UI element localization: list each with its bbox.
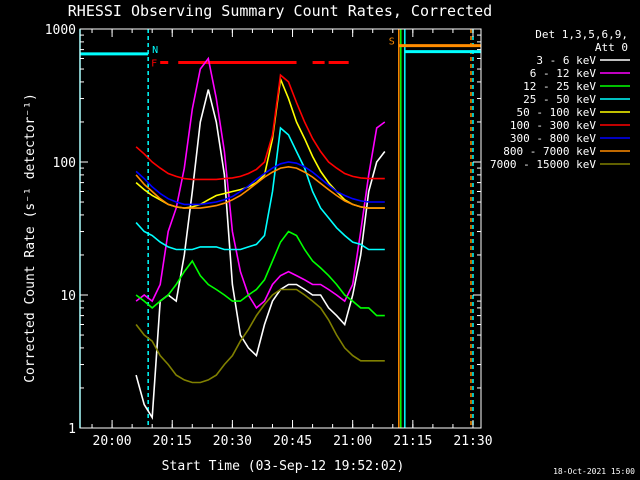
x-tick-label: 21:00 bbox=[333, 434, 372, 449]
legend-label: 6 - 12 keV bbox=[530, 67, 597, 80]
series-line bbox=[135, 288, 385, 384]
footer-timestamp: 18-Oct-2021 15:00 bbox=[553, 467, 635, 476]
series-line bbox=[135, 161, 385, 206]
chart-title: RHESSI Observing Summary Count Rates, Co… bbox=[68, 2, 492, 20]
legend-label: 300 - 800 keV bbox=[510, 132, 596, 145]
x-tick-label: 20:15 bbox=[153, 434, 192, 449]
y-axis-label: Corrected Count Rate (s⁻¹ detector⁻¹) bbox=[23, 93, 38, 383]
x-tick-label: 21:30 bbox=[453, 434, 492, 449]
x-tick-label: 20:45 bbox=[273, 434, 312, 449]
axes: 20:00 20:15 20:30 20:45 21:00 21:15 21:30 1 10 10… bbox=[45, 23, 493, 449]
legend-label: 7000 - 15000 keV bbox=[490, 158, 596, 171]
legend-header: Att 0 bbox=[595, 41, 628, 54]
series-line bbox=[135, 165, 385, 209]
series-line bbox=[135, 89, 386, 421]
x-axis-label: Start Time (03-Sep-12 19:52:02) bbox=[162, 459, 405, 474]
series-line bbox=[135, 126, 385, 251]
y-tick-label: 1000 bbox=[45, 23, 76, 38]
x-tick-label: 21:15 bbox=[393, 434, 432, 449]
series-line bbox=[135, 230, 385, 317]
legend-label: 100 - 300 keV bbox=[510, 119, 596, 132]
y-tick-label: 1 bbox=[68, 422, 76, 437]
legend-label: 50 - 100 keV bbox=[517, 106, 597, 119]
plot-frame bbox=[79, 28, 482, 429]
att-state-label: S bbox=[389, 37, 395, 48]
flare-label: F bbox=[151, 58, 157, 69]
legend-label: 25 - 50 keV bbox=[523, 93, 596, 106]
y-tick-label: 10 bbox=[60, 289, 76, 304]
x-tick-label: 20:00 bbox=[93, 434, 132, 449]
legend-label: 3 - 6 keV bbox=[536, 54, 596, 67]
series-line bbox=[135, 56, 386, 310]
legend-header: Det 1,3,5,6,9, bbox=[535, 28, 628, 41]
series-line bbox=[135, 73, 385, 181]
y-tick-label: 100 bbox=[53, 156, 76, 171]
x-tick-label: 20:30 bbox=[213, 434, 252, 449]
legend-label: 12 - 25 keV bbox=[523, 80, 596, 93]
legend-label: 800 - 7000 keV bbox=[503, 145, 596, 158]
plot-area: N S F bbox=[79, 29, 481, 428]
night-label: N bbox=[152, 45, 158, 56]
